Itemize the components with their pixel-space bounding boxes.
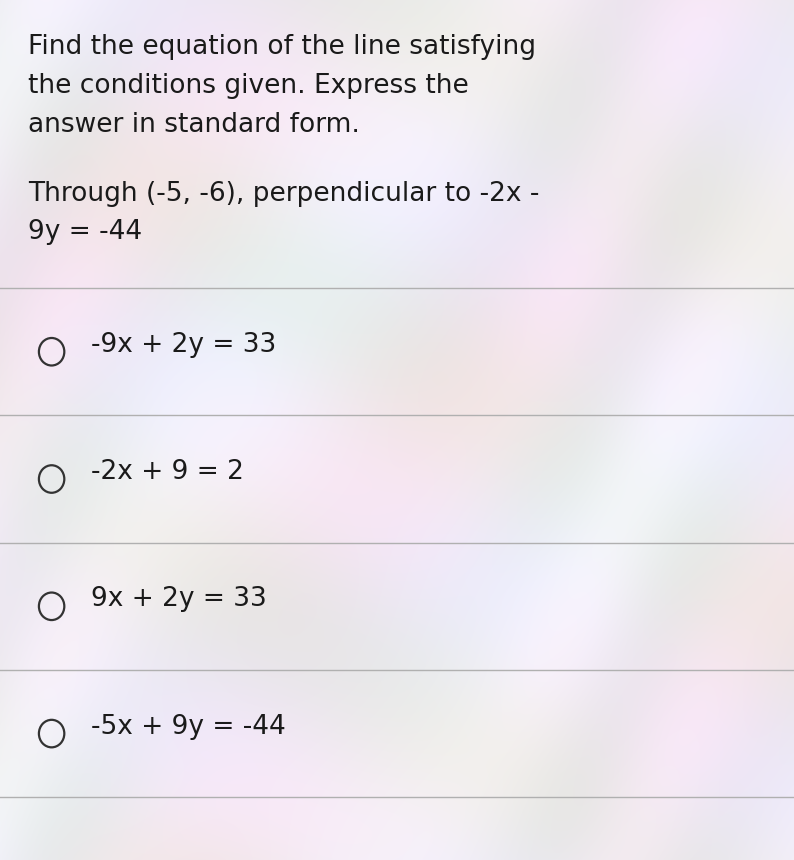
- Text: Through (-5, -6), perpendicular to -2x -: Through (-5, -6), perpendicular to -2x -: [28, 181, 539, 206]
- Text: answer in standard form.: answer in standard form.: [28, 112, 360, 138]
- Text: -2x + 9 = 2: -2x + 9 = 2: [91, 459, 245, 485]
- Text: -9x + 2y = 33: -9x + 2y = 33: [91, 332, 276, 358]
- Text: 9x + 2y = 33: 9x + 2y = 33: [91, 587, 267, 612]
- Text: Find the equation of the line satisfying: Find the equation of the line satisfying: [28, 34, 536, 60]
- Text: the conditions given. Express the: the conditions given. Express the: [28, 73, 468, 99]
- Text: -5x + 9y = -44: -5x + 9y = -44: [91, 714, 286, 740]
- Text: 9y = -44: 9y = -44: [28, 219, 142, 245]
